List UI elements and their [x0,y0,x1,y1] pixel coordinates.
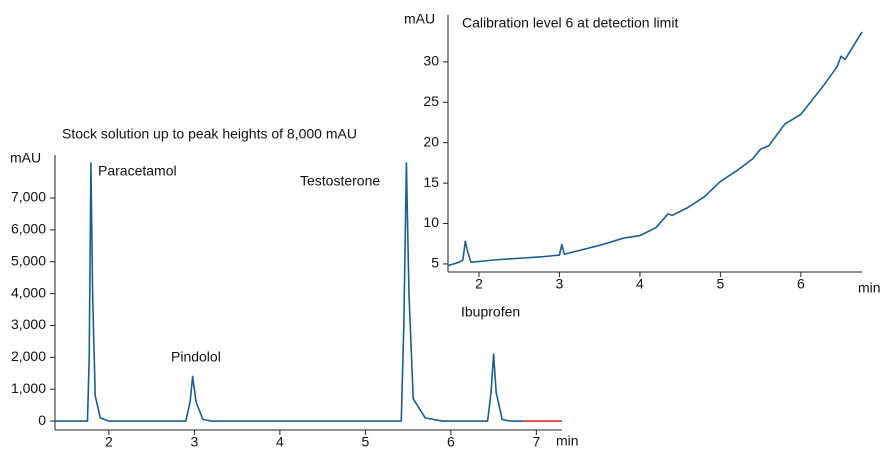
x-tick-label: 4 [636,276,644,292]
y-tick-label: 15 [423,174,439,190]
y-tick-label: 4,000 [11,284,46,300]
y-axis-label: mAU [10,150,41,166]
x-tick-label: 6 [797,276,805,292]
y-tick-label: 30 [423,53,439,69]
annotation: Ibuprofen [461,304,520,320]
y-tick-label: 1,000 [11,380,46,396]
trace [55,162,524,422]
y-tick-label: 5 [431,255,439,271]
x-axis-label: min [556,433,579,449]
x-tick-label: 2 [475,276,483,292]
y-tick-label: 6,000 [11,221,46,237]
y-tick-label: 25 [423,93,439,109]
x-tick-label: 7 [532,434,540,450]
chart-title: Calibration level 6 at detection limit [462,15,678,31]
y-tick-label: 5,000 [11,252,46,268]
y-tick-label: 10 [423,214,439,230]
x-tick-label: 5 [361,434,369,450]
y-tick-label: 7,000 [11,189,46,205]
x-tick-label: 3 [190,434,198,450]
x-tick-label: 4 [276,434,284,450]
chart-title: Stock solution up to peak heights of 8,0… [62,126,357,142]
y-tick-label: 0 [38,412,46,428]
y-tick-label: 20 [423,133,439,149]
annotation: Paracetamol [98,163,177,179]
y-tick-label: 3,000 [11,316,46,332]
trace [448,31,863,267]
x-tick-label: 6 [447,434,455,450]
x-tick-label: 5 [716,276,724,292]
y-axis-label: mAU [404,11,435,27]
x-tick-label: 3 [556,276,564,292]
x-tick-label: 2 [105,434,113,450]
annotation: Pindolol [171,349,221,365]
y-tick-label: 2,000 [11,348,46,364]
annotation: Testosterone [300,173,380,189]
x-axis-label: min [858,280,881,296]
